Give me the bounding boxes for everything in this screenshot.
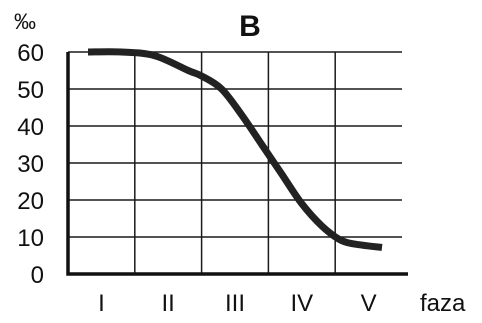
x-tick-label: II: [162, 290, 175, 317]
x-tick-labels: I II III IV V: [98, 290, 377, 317]
y-tick-label: 40: [17, 114, 44, 141]
x-tick-label: I: [98, 290, 105, 317]
x-tick-label: IV: [290, 290, 313, 317]
y-tick-label: 60: [17, 40, 44, 67]
chart-title: B: [239, 10, 261, 43]
y-tick-label: 0: [31, 262, 44, 289]
series-line: [87, 48, 383, 251]
y-axis-unit-label: ‰: [14, 9, 36, 34]
y-tick-label: 50: [17, 77, 44, 104]
y-tick-label: 10: [17, 225, 44, 252]
plot-frame: [66, 52, 408, 276]
y-tick-labels: 0 10 20 30 40 50 60: [17, 40, 44, 289]
x-tick-label: III: [225, 290, 245, 317]
x-tick-label: V: [361, 290, 377, 317]
y-tick-label: 30: [17, 151, 44, 178]
x-axis-label: faza: [420, 290, 466, 317]
y-tick-label: 20: [17, 188, 44, 215]
